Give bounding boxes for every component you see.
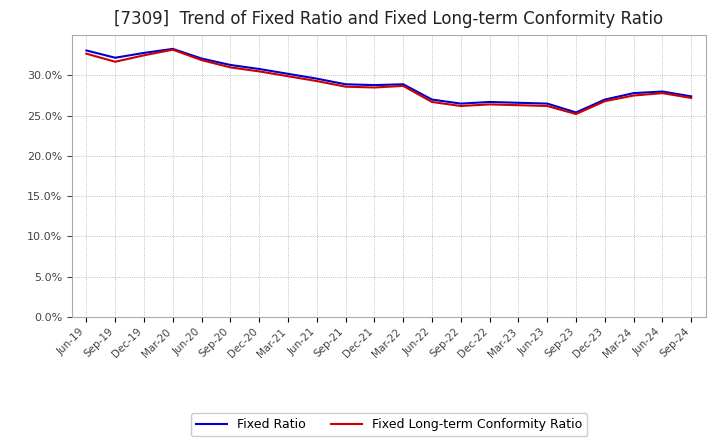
Fixed Long-term Conformity Ratio <box>140 53 148 58</box>
Title: [7309]  Trend of Fixed Ratio and Fixed Long-term Conformity Ratio: [7309] Trend of Fixed Ratio and Fixed Lo… <box>114 10 663 28</box>
Fixed Long-term Conformity Ratio <box>111 59 120 64</box>
Fixed Long-term Conformity Ratio <box>226 65 235 70</box>
Fixed Long-term Conformity Ratio <box>197 58 206 63</box>
Fixed Ratio <box>312 76 321 81</box>
Fixed Ratio <box>687 94 696 99</box>
Fixed Ratio <box>428 97 436 102</box>
Fixed Long-term Conformity Ratio <box>600 99 609 104</box>
Fixed Ratio <box>82 48 91 53</box>
Fixed Long-term Conformity Ratio <box>687 95 696 101</box>
Fixed Ratio <box>399 82 408 87</box>
Legend: Fixed Ratio, Fixed Long-term Conformity Ratio: Fixed Ratio, Fixed Long-term Conformity … <box>191 413 587 436</box>
Fixed Ratio <box>600 97 609 102</box>
Fixed Long-term Conformity Ratio <box>168 47 177 52</box>
Fixed Ratio <box>111 55 120 60</box>
Fixed Ratio <box>514 100 523 106</box>
Fixed Ratio <box>456 101 465 106</box>
Fixed Ratio <box>255 66 264 72</box>
Fixed Long-term Conformity Ratio <box>312 78 321 84</box>
Fixed Long-term Conformity Ratio <box>284 73 292 79</box>
Fixed Long-term Conformity Ratio <box>341 84 350 89</box>
Fixed Long-term Conformity Ratio <box>572 111 580 117</box>
Fixed Ratio <box>629 91 638 96</box>
Fixed Long-term Conformity Ratio <box>658 91 667 96</box>
Fixed Ratio <box>543 101 552 106</box>
Fixed Long-term Conformity Ratio <box>399 83 408 88</box>
Fixed Ratio <box>226 62 235 68</box>
Fixed Ratio <box>658 89 667 94</box>
Fixed Long-term Conformity Ratio <box>543 103 552 109</box>
Fixed Long-term Conformity Ratio <box>82 51 91 56</box>
Line: Fixed Long-term Conformity Ratio: Fixed Long-term Conformity Ratio <box>86 50 691 114</box>
Line: Fixed Ratio: Fixed Ratio <box>86 49 691 113</box>
Fixed Ratio <box>341 82 350 87</box>
Fixed Long-term Conformity Ratio <box>255 69 264 74</box>
Fixed Long-term Conformity Ratio <box>456 103 465 109</box>
Fixed Ratio <box>370 82 379 88</box>
Fixed Long-term Conformity Ratio <box>485 102 494 107</box>
Fixed Ratio <box>140 50 148 55</box>
Fixed Ratio <box>197 56 206 61</box>
Fixed Ratio <box>572 110 580 115</box>
Fixed Ratio <box>168 46 177 51</box>
Fixed Long-term Conformity Ratio <box>514 103 523 108</box>
Fixed Long-term Conformity Ratio <box>370 85 379 90</box>
Fixed Long-term Conformity Ratio <box>629 93 638 98</box>
Fixed Long-term Conformity Ratio <box>428 99 436 105</box>
Fixed Ratio <box>485 99 494 105</box>
Fixed Ratio <box>284 71 292 77</box>
